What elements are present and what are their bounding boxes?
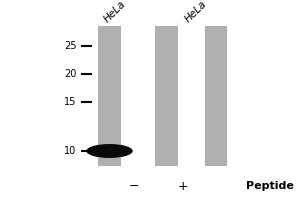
Text: 15: 15 bbox=[64, 97, 76, 107]
Bar bbox=[205, 26, 227, 166]
Bar bbox=[98, 26, 121, 166]
Text: 25: 25 bbox=[64, 41, 76, 51]
Text: +: + bbox=[178, 180, 188, 192]
Text: 10: 10 bbox=[64, 146, 76, 156]
Ellipse shape bbox=[86, 144, 133, 158]
Text: HeLa: HeLa bbox=[102, 0, 128, 24]
Bar bbox=[155, 26, 178, 166]
Text: HeLa: HeLa bbox=[183, 0, 209, 24]
Text: 20: 20 bbox=[64, 69, 76, 79]
Text: −: − bbox=[128, 180, 139, 192]
Text: Peptide: Peptide bbox=[246, 181, 294, 191]
